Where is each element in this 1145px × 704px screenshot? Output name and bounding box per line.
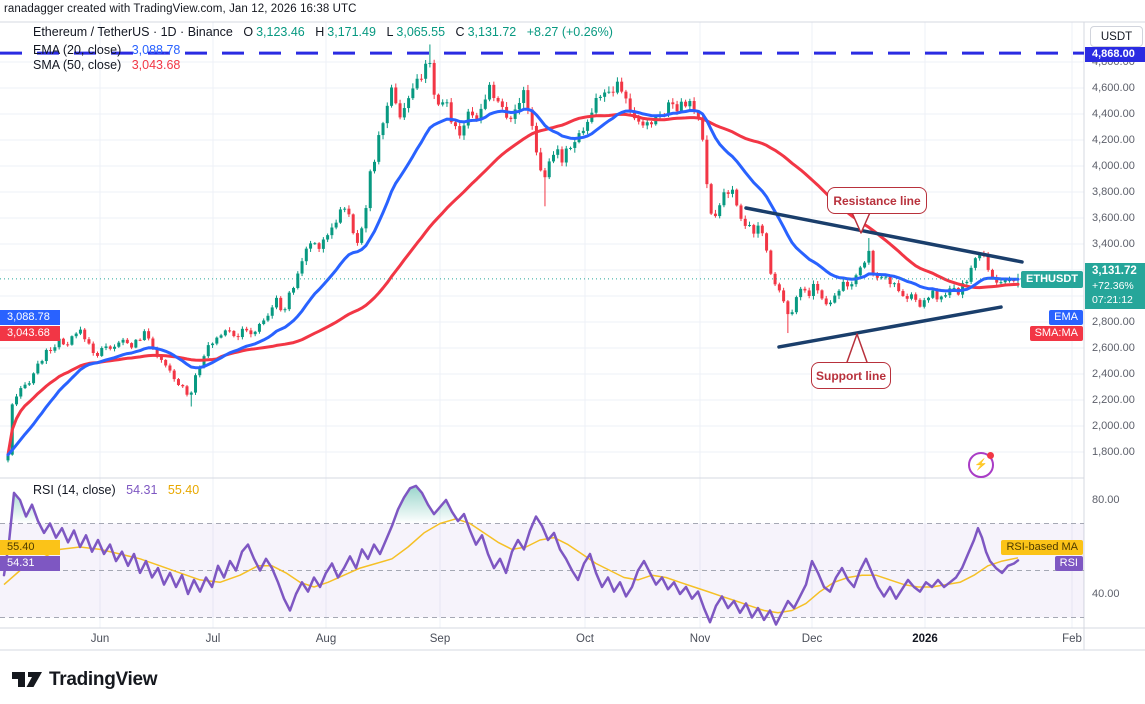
ema-legend-value: 3,088.78 — [131, 43, 181, 57]
price-axis-label: 3,600.00 — [1092, 212, 1135, 224]
price-axis[interactable]: 4,800.00 4,600.00 4,400.00 4,200.00 4,000.00… — [1085, 22, 1145, 650]
rsi-legend-label: RSI (14, close) — [33, 483, 116, 497]
time-axis-label: Dec — [801, 633, 823, 645]
ohlc-close-key: C — [455, 25, 465, 39]
time-axis-label: Jun — [90, 633, 110, 645]
tradingview-logo-icon — [12, 672, 42, 687]
ohlc-open-value: 3,123.46 — [256, 25, 305, 39]
flash-icon[interactable]: ⚡ — [968, 452, 994, 478]
time-axis-label: Aug — [315, 633, 337, 645]
time-axis-label: 2026 — [912, 633, 938, 645]
price-axis-label: 2,200.00 — [1092, 394, 1135, 406]
sma-price-tag: SMA:MA — [1029, 326, 1083, 341]
change-value: +8.27 (+0.26%) — [526, 25, 613, 39]
bar-countdown: 07:21:12 — [1092, 294, 1133, 306]
rsi-ma-legend-value: 55.40 — [167, 483, 200, 497]
resistance-annotation[interactable]: Resistance line — [827, 187, 927, 214]
sma-price-label: 3,043.68 — [0, 326, 60, 341]
symbol-price-block: 3,131.72 +72.36% 07:21:12 — [1085, 263, 1145, 309]
ohlc-open-key: O — [243, 25, 254, 39]
time-axis[interactable]: Jun Jul Aug Sep Oct Nov Dec 2026 Feb — [0, 628, 1084, 650]
time-axis-label: Jul — [205, 633, 221, 645]
price-axis-label: 40.00 — [1092, 588, 1120, 600]
price-axis-label: 2,800.00 — [1092, 316, 1135, 328]
price-axis-label: 1,800.00 — [1092, 446, 1135, 458]
symbol-legend-row[interactable]: Ethereum / TetherUS · 1D · Binance O 3,12… — [33, 25, 613, 39]
rsi-value-label: 54.31 — [0, 556, 60, 571]
rsi-ma-tag: RSI-based MA — [1001, 540, 1083, 555]
price-axis-label: 4,600.00 — [1092, 82, 1135, 94]
ohlc-low-key: L — [386, 25, 394, 39]
time-axis-label: Sep — [429, 633, 451, 645]
sma-legend-value: 3,043.68 — [131, 58, 181, 72]
price-axis-label: 3,800.00 — [1092, 186, 1135, 198]
price-axis-label: 3,400.00 — [1092, 238, 1135, 250]
ema-legend-label: EMA (20, close) — [33, 43, 122, 57]
ema-price-label: 3,088.78 — [0, 310, 60, 325]
price-axis-label: 2,400.00 — [1092, 368, 1135, 380]
ohlc-high-value: 3,171.49 — [327, 25, 376, 39]
time-axis-label: Oct — [576, 633, 594, 645]
symbol-price-value: 3,131.72 — [1092, 265, 1137, 277]
rsi-legend-value: 54.31 — [126, 483, 158, 497]
rsi-tag: RSI — [1054, 556, 1083, 571]
rsi-ma-value-label: 55.40 — [0, 540, 60, 555]
price-axis-label: 4,000.00 — [1092, 160, 1135, 172]
price-axis-label: 2,600.00 — [1092, 342, 1135, 354]
ath-price-label[interactable]: 4,868.00 — [1085, 47, 1145, 62]
rsi-legend-row[interactable]: RSI (14, close) 54.31 55.40 — [33, 483, 199, 497]
symbol-change-pct: +72.36% — [1092, 280, 1134, 292]
attribution-text: ranadagger created with TradingView.com,… — [4, 3, 357, 15]
price-axis-label: 4,200.00 — [1092, 134, 1135, 146]
sma-legend-row[interactable]: SMA (50, close) 3,043.68 — [33, 58, 180, 72]
price-axis-label: 4,400.00 — [1092, 108, 1135, 120]
ohlc-low-value: 3,065.55 — [396, 25, 446, 39]
time-axis-label: Nov — [689, 633, 711, 645]
symbol-price-tag: ETHUSDT — [1021, 271, 1083, 288]
footer-logo[interactable]: TradingView — [12, 666, 158, 693]
tradingview-logo-text: TradingView — [49, 668, 158, 690]
ohlc-close-value: 3,131.72 — [467, 25, 517, 39]
symbol-title: Ethereum / TetherUS · 1D · Binance — [33, 25, 233, 39]
lightning-icon: ⚡ — [974, 458, 988, 471]
ema-legend-row[interactable]: EMA (20, close) 3,088.78 — [33, 43, 180, 57]
price-axis-label: 2,000.00 — [1092, 420, 1135, 432]
price-axis-label: 80.00 — [1092, 494, 1120, 506]
ohlc-high-key: H — [315, 25, 325, 39]
time-axis-label: Feb — [1062, 633, 1082, 645]
sma-legend-label: SMA (50, close) — [33, 58, 122, 72]
support-annotation[interactable]: Support line — [811, 362, 891, 389]
notification-dot — [987, 452, 994, 459]
ema-price-tag: EMA — [1049, 310, 1083, 325]
currency-axis-button[interactable]: USDT — [1090, 26, 1143, 47]
